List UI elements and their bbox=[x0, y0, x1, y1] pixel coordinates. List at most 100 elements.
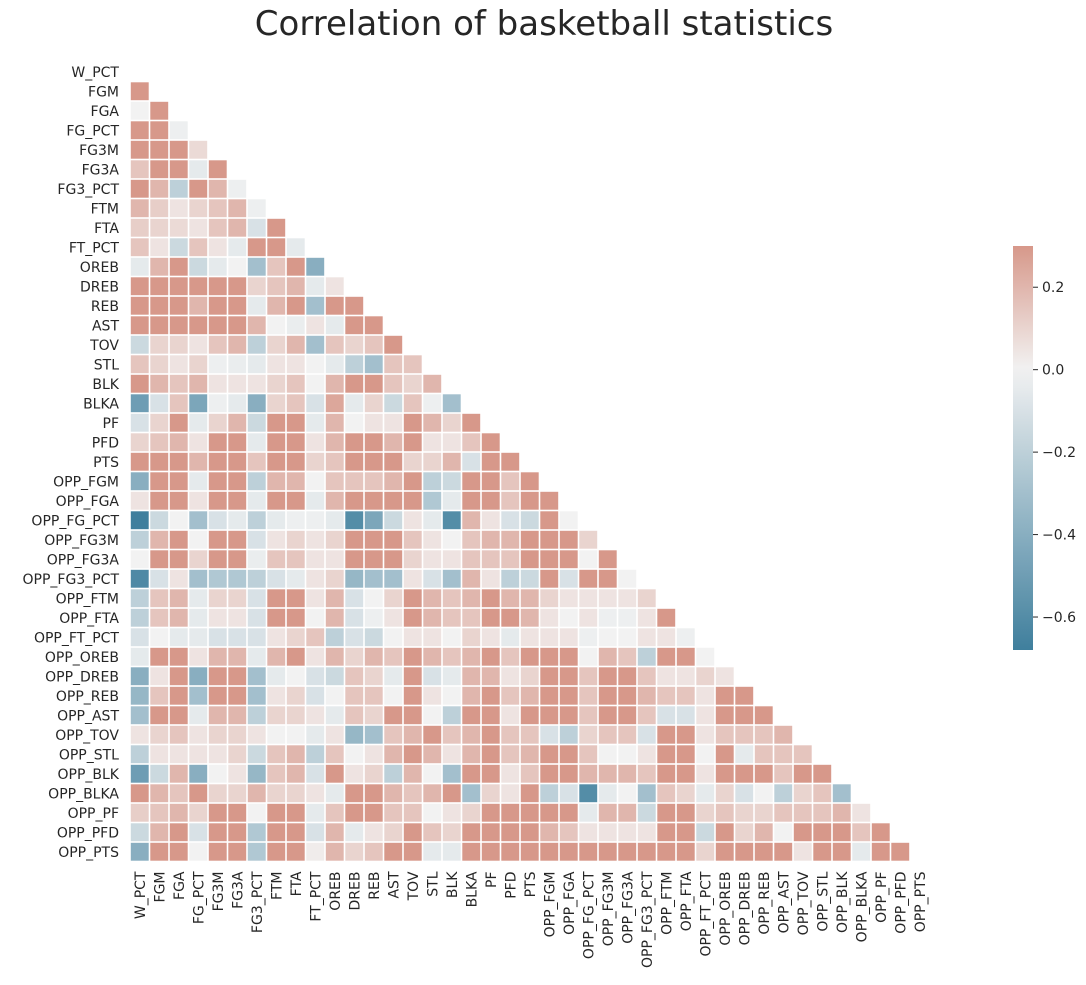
heatmap-cell-OPP_PF-OPP_BLK bbox=[832, 803, 851, 822]
heatmap-cell-OPP_PTS-FTA bbox=[286, 842, 305, 861]
heatmap-cell-PTS-BLKA bbox=[462, 452, 481, 471]
heatmap-cell-OPP_TOV-FG3M bbox=[208, 725, 227, 744]
heatmap-cell-OPP_OREB-W_PCT bbox=[130, 647, 149, 666]
heatmap-cell-OPP_DREB-FTM bbox=[267, 667, 286, 686]
heatmap-cell-OPP_FT_PCT-OPP_FTA bbox=[676, 628, 695, 647]
heatmap-cell-OPP_DREB-OPP_FG3A bbox=[618, 667, 637, 686]
heatmap-cell-TOV-OREB bbox=[325, 335, 344, 354]
heatmap-cell-DREB-FG_PCT bbox=[189, 277, 208, 296]
y-tick-label: OPP_FG3A bbox=[47, 552, 120, 568]
heatmap-cell-OPP_FG3A-W_PCT bbox=[130, 550, 149, 569]
heatmap-cell-FG3_PCT-FG_PCT bbox=[189, 179, 208, 198]
heatmap-cell-FTM-FG3M bbox=[208, 199, 227, 218]
heatmap-cell-OPP_FG3_PCT-OPP_FG3M bbox=[598, 569, 617, 588]
heatmap-cell-OPP_BLK-PFD bbox=[501, 764, 520, 783]
heatmap-cell-OPP_TOV-OPP_FTM bbox=[657, 725, 676, 744]
heatmap-cell-FG3A-FG3M bbox=[208, 160, 227, 179]
heatmap-cell-OPP_REB-FG_PCT bbox=[189, 686, 208, 705]
heatmap-cell-BLKA-W_PCT bbox=[130, 394, 149, 413]
heatmap-cell-REB-FG3_PCT bbox=[247, 296, 266, 315]
heatmap-cell-OPP_TOV-OPP_FGA bbox=[559, 725, 578, 744]
heatmap-cell-FG3_PCT-FG3M bbox=[208, 179, 227, 198]
heatmap-cell-FT_PCT-FG3_PCT bbox=[247, 238, 266, 257]
heatmap-cell-OPP_AST-OPP_FG3A bbox=[618, 706, 637, 725]
x-tick-label: OPP_PF bbox=[874, 872, 890, 923]
heatmap-cell-OPP_BLKA-OPP_FTM bbox=[657, 784, 676, 803]
heatmap-cell-OPP_REB-FT_PCT bbox=[306, 686, 325, 705]
heatmap-cell-OPP_PFD-OPP_TOV bbox=[793, 823, 812, 842]
heatmap-cell-OPP_STL-OPP_FG_PCT bbox=[579, 745, 598, 764]
heatmap-cell-OPP_BLK-REB bbox=[364, 764, 383, 783]
heatmap-cell-OPP_FTM-AST bbox=[384, 589, 403, 608]
y-tick-label: OPP_PTS bbox=[58, 845, 119, 861]
x-tick-label: FT_PCT bbox=[308, 871, 324, 922]
heatmap-cell-OPP_BLKA-OPP_FG3M bbox=[598, 784, 617, 803]
heatmap-cell-OPP_REB-FG3A bbox=[228, 686, 247, 705]
heatmap-cell-OPP_TOV-FG3_PCT bbox=[247, 725, 266, 744]
heatmap-cell-OPP_REB-OPP_FG3A bbox=[618, 686, 637, 705]
heatmap-cell-OPP_PTS-OPP_BLKA bbox=[852, 842, 871, 861]
heatmap-cell-OPP_FTA-PFD bbox=[501, 608, 520, 627]
heatmap-cell-OPP_OREB-FG3_PCT bbox=[247, 647, 266, 666]
heatmap-cell-OPP_TOV-OPP_FGM bbox=[540, 725, 559, 744]
colorbar-gradient bbox=[1013, 246, 1033, 650]
heatmap-cell-OPP_BLK-FG3_PCT bbox=[247, 764, 266, 783]
y-tick-label: FG3M bbox=[79, 143, 119, 159]
heatmap-cell-PF-FTM bbox=[267, 413, 286, 432]
heatmap-cell-OPP_TOV-AST bbox=[384, 725, 403, 744]
heatmap-cell-OPP_OREB-OPP_FTM bbox=[657, 647, 676, 666]
heatmap-cell-OPP_STL-PFD bbox=[501, 745, 520, 764]
heatmap-cell-OPP_PFD-OPP_AST bbox=[774, 823, 793, 842]
heatmap-cell-OPP_PTS-FGA bbox=[169, 842, 188, 861]
heatmap-cell-PF-W_PCT bbox=[130, 413, 149, 432]
heatmap-cell-BLK-FG3A bbox=[228, 374, 247, 393]
heatmap-cell-OPP_STL-BLKA bbox=[462, 745, 481, 764]
heatmap-cell-OPP_FGM-FG_PCT bbox=[189, 472, 208, 491]
heatmap-cell-BLK-FTA bbox=[286, 374, 305, 393]
heatmap-cell-OPP_FT_PCT-OPP_FG3M bbox=[598, 628, 617, 647]
heatmap-cell-OPP_FTA-OPP_FG3_PCT bbox=[637, 608, 656, 627]
heatmap-cell-OPP_FG3A-PF bbox=[481, 550, 500, 569]
heatmap-cell-OPP_FG3A-OPP_FG_PCT bbox=[579, 550, 598, 569]
heatmap-cell-OPP_PFD-PFD bbox=[501, 823, 520, 842]
heatmap-cell-TOV-FG_PCT bbox=[189, 335, 208, 354]
heatmap-cell-OPP_AST-FG3_PCT bbox=[247, 706, 266, 725]
heatmap-cell-OPP_PTS-TOV bbox=[403, 842, 422, 861]
heatmap-cell-PFD-FG_PCT bbox=[189, 433, 208, 452]
heatmap-cell-OPP_DREB-OPP_FTA bbox=[676, 667, 695, 686]
heatmap-cell-OPP_DREB-FTA bbox=[286, 667, 305, 686]
heatmap-cell-OPP_PFD-OPP_FG3M bbox=[598, 823, 617, 842]
heatmap-cell-OPP_PF-STL bbox=[423, 803, 442, 822]
heatmap-cell-OPP_REB-BLKA bbox=[462, 686, 481, 705]
heatmap-cell-OPP_AST-OPP_DREB bbox=[735, 706, 754, 725]
heatmap-cell-OPP_BLKA-OPP_REB bbox=[754, 784, 773, 803]
heatmap-cell-OPP_AST-OREB bbox=[325, 706, 344, 725]
heatmap-cell-OPP_OREB-DREB bbox=[345, 647, 364, 666]
heatmap-cell-TOV-FGM bbox=[150, 335, 169, 354]
heatmap-cell-OPP_FG3M-OREB bbox=[325, 530, 344, 549]
x-tick-label: FGA bbox=[172, 871, 188, 900]
heatmap-cell-OPP_TOV-FTA bbox=[286, 725, 305, 744]
heatmap-cell-STL-FG3A bbox=[228, 355, 247, 374]
heatmap-cell-OPP_FTA-OPP_FG3A bbox=[618, 608, 637, 627]
heatmap-cell-PF-BLKA bbox=[462, 413, 481, 432]
heatmap-cell-OPP_DREB-OPP_FG3M bbox=[598, 667, 617, 686]
y-tick-label: FGA bbox=[91, 104, 120, 120]
heatmap-cell-OPP_PTS-OPP_PF bbox=[871, 842, 890, 861]
heatmap-cell-TOV-FG3M bbox=[208, 335, 227, 354]
heatmap-cell-OPP_FGM-FTA bbox=[286, 472, 305, 491]
heatmap-cell-OPP_BLK-DREB bbox=[345, 764, 364, 783]
heatmap-cell-OPP_TOV-OPP_FT_PCT bbox=[696, 725, 715, 744]
heatmap-cell-OPP_PF-OPP_FG3A bbox=[618, 803, 637, 822]
heatmap-cell-OPP_FTM-REB bbox=[364, 589, 383, 608]
heatmap-cell-OPP_FG3A-TOV bbox=[403, 550, 422, 569]
heatmap-cell-BLKA-FT_PCT bbox=[306, 394, 325, 413]
heatmap-cell-OPP_FG3_PCT-FG3M bbox=[208, 569, 227, 588]
heatmap-cell-OPP_AST-AST bbox=[384, 706, 403, 725]
heatmap-cell-OPP_REB-W_PCT bbox=[130, 686, 149, 705]
heatmap-cell-PTS-FTA bbox=[286, 452, 305, 471]
heatmap-cell-FTM-FG3_PCT bbox=[247, 199, 266, 218]
heatmap-cell-OPP_FG3_PCT-BLKA bbox=[462, 569, 481, 588]
heatmap-cell-OPP_FG3M-OPP_FG_PCT bbox=[579, 530, 598, 549]
heatmap-cell-OPP_PFD-OPP_STL bbox=[813, 823, 832, 842]
